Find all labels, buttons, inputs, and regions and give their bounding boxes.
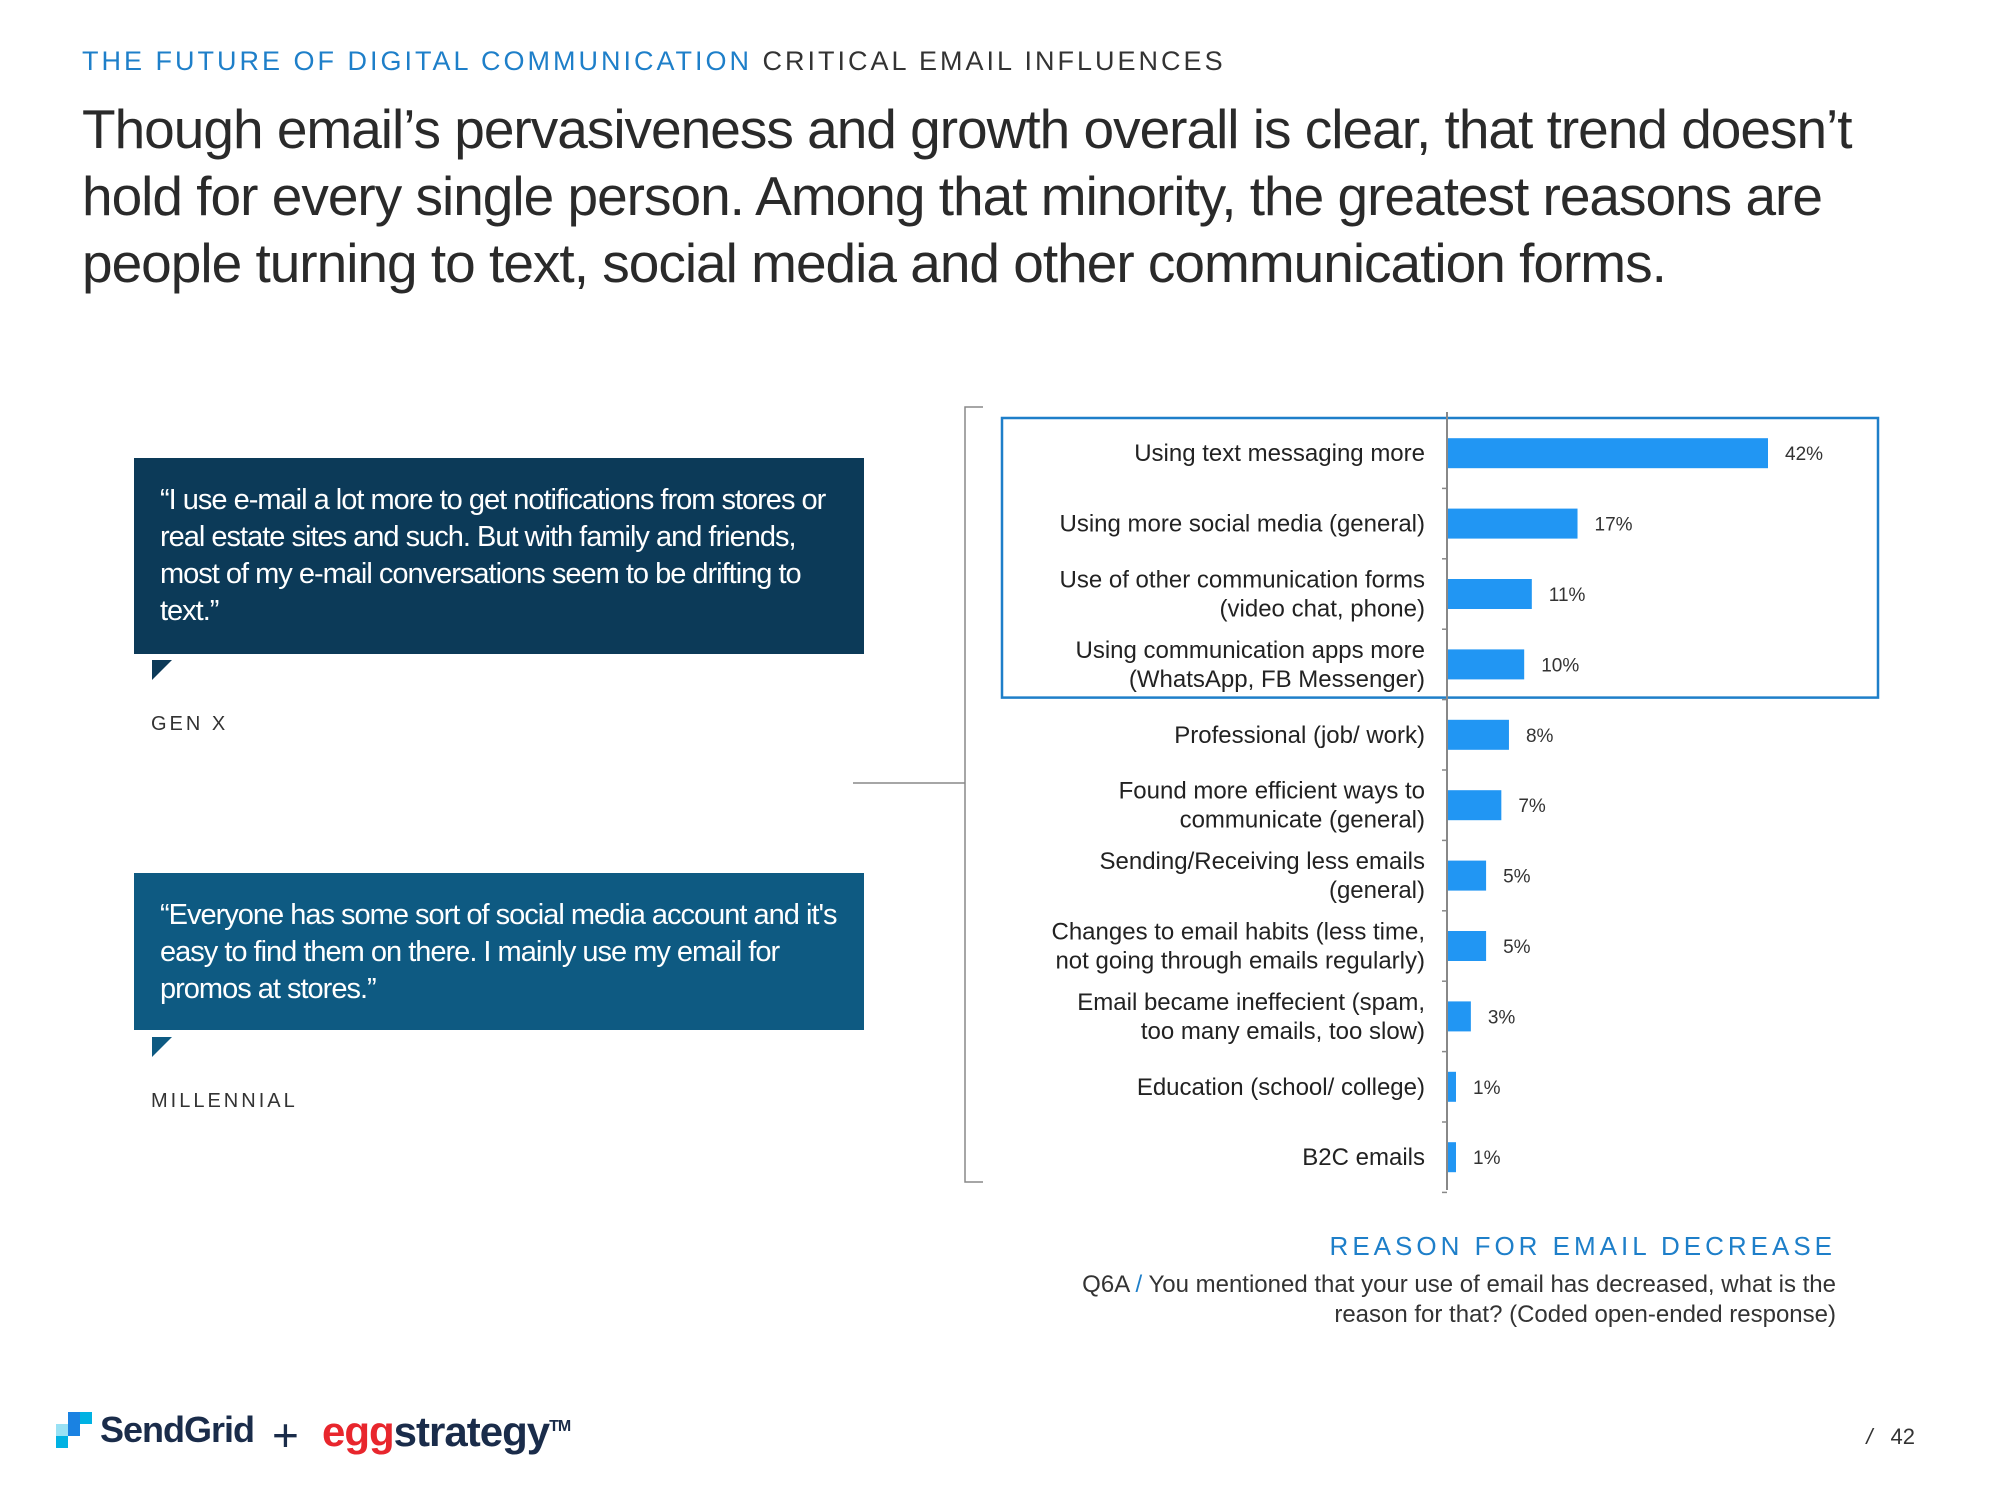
category-label: not going through emails regularly) — [1055, 948, 1425, 975]
eggstrategy-logo: eggstrategyTM — [322, 1408, 571, 1456]
category-label: Professional (job/ work) — [1174, 722, 1425, 749]
category-label: Use of other communication forms — [1060, 567, 1425, 594]
bar-value-label: 3% — [1488, 1007, 1516, 1028]
category-label: Using text messaging more — [1134, 440, 1425, 467]
eggstrategy-egg: egg — [322, 1408, 395, 1455]
chart-bracket — [964, 406, 983, 1183]
category-label: Education (school/ college) — [1137, 1074, 1425, 1101]
quote-pointer-gen-x — [152, 660, 172, 680]
category-label: Using more social media (general) — [1060, 511, 1425, 538]
sendgrid-mark-icon — [56, 1412, 92, 1448]
quote-pointer-millennial — [152, 1037, 172, 1057]
bar-value-label: 17% — [1595, 515, 1633, 536]
bar-value-label: 11% — [1549, 585, 1586, 606]
category-label: B2C emails — [1302, 1144, 1425, 1171]
eyebrow-section: THE FUTURE OF DIGITAL COMMUNICATION — [82, 46, 752, 76]
bar-value-label: 1% — [1473, 1148, 1501, 1169]
bar-value-label: 1% — [1473, 1078, 1501, 1099]
question-separator: / — [1135, 1271, 1143, 1298]
category-label: (WhatsApp, FB Messenger) — [1129, 666, 1425, 693]
bar — [1448, 1001, 1471, 1032]
bar-value-label: 8% — [1526, 726, 1554, 747]
bar-value-label: 7% — [1518, 796, 1546, 817]
page-number: / 42 — [1866, 1424, 1915, 1450]
bar — [1448, 1071, 1456, 1102]
bar-value-label: 5% — [1503, 867, 1531, 888]
category-label: Using communication apps more — [1076, 637, 1426, 664]
bar — [1448, 1142, 1456, 1173]
eyebrow-topic: CRITICAL EMAIL INFLUENCES — [762, 46, 1226, 76]
bar — [1448, 860, 1487, 891]
category-label: Email became ineffecient (spam, — [1077, 989, 1425, 1016]
quote-box-millennial: “Everyone has some sort of social media … — [134, 873, 864, 1030]
page-separator: / — [1866, 1424, 1873, 1449]
bar — [1448, 649, 1525, 680]
bar — [1448, 508, 1578, 539]
highlight-box — [1000, 416, 1880, 699]
persona-gen-x: GEN X — [151, 713, 229, 735]
eyebrow: THE FUTURE OF DIGITAL COMMUNICATION CRIT… — [82, 46, 1226, 77]
question-id: Q6A — [1082, 1271, 1129, 1298]
sendgrid-wordmark: SendGrid — [100, 1409, 255, 1450]
bar — [1448, 719, 1509, 750]
bar — [1448, 790, 1502, 821]
logo-plus: + — [272, 1409, 299, 1461]
category-label: (video chat, phone) — [1220, 596, 1425, 623]
bar-value-label: 5% — [1503, 937, 1531, 958]
chart-title: REASON FOR EMAIL DECREASE — [1329, 1231, 1836, 1261]
bar — [1448, 931, 1487, 961]
category-label: Sending/Receiving less emails — [1100, 848, 1426, 875]
persona-millennial: MILLENNIAL — [151, 1090, 298, 1112]
question-text: You mentioned that your use of email has… — [1148, 1271, 1836, 1328]
category-label: Changes to email habits (less time, — [1052, 919, 1426, 946]
bar — [1448, 579, 1532, 609]
bar-value-label: 42% — [1785, 444, 1823, 465]
page-number-value: 42 — [1890, 1424, 1915, 1449]
bar-value-label: 10% — [1541, 655, 1579, 676]
eggstrategy-strategy: strategy — [393, 1408, 550, 1455]
category-label: (general) — [1329, 877, 1425, 904]
sendgrid-logo: SendGrid — [56, 1409, 255, 1450]
eggstrategy-tm: TM — [549, 1418, 571, 1435]
question-footnote: Q6A / You mentioned that your use of ema… — [1016, 1270, 1836, 1330]
quote-box-gen-x: “I use e-mail a lot more to get notifica… — [134, 458, 864, 654]
bar — [1448, 438, 1768, 469]
headline: Though email’s pervasiveness and growth … — [82, 98, 1853, 294]
category-label: communicate (general) — [1180, 807, 1425, 834]
category-label: Found more efficient ways to — [1119, 778, 1425, 805]
category-label: too many emails, too slow) — [1141, 1018, 1425, 1045]
